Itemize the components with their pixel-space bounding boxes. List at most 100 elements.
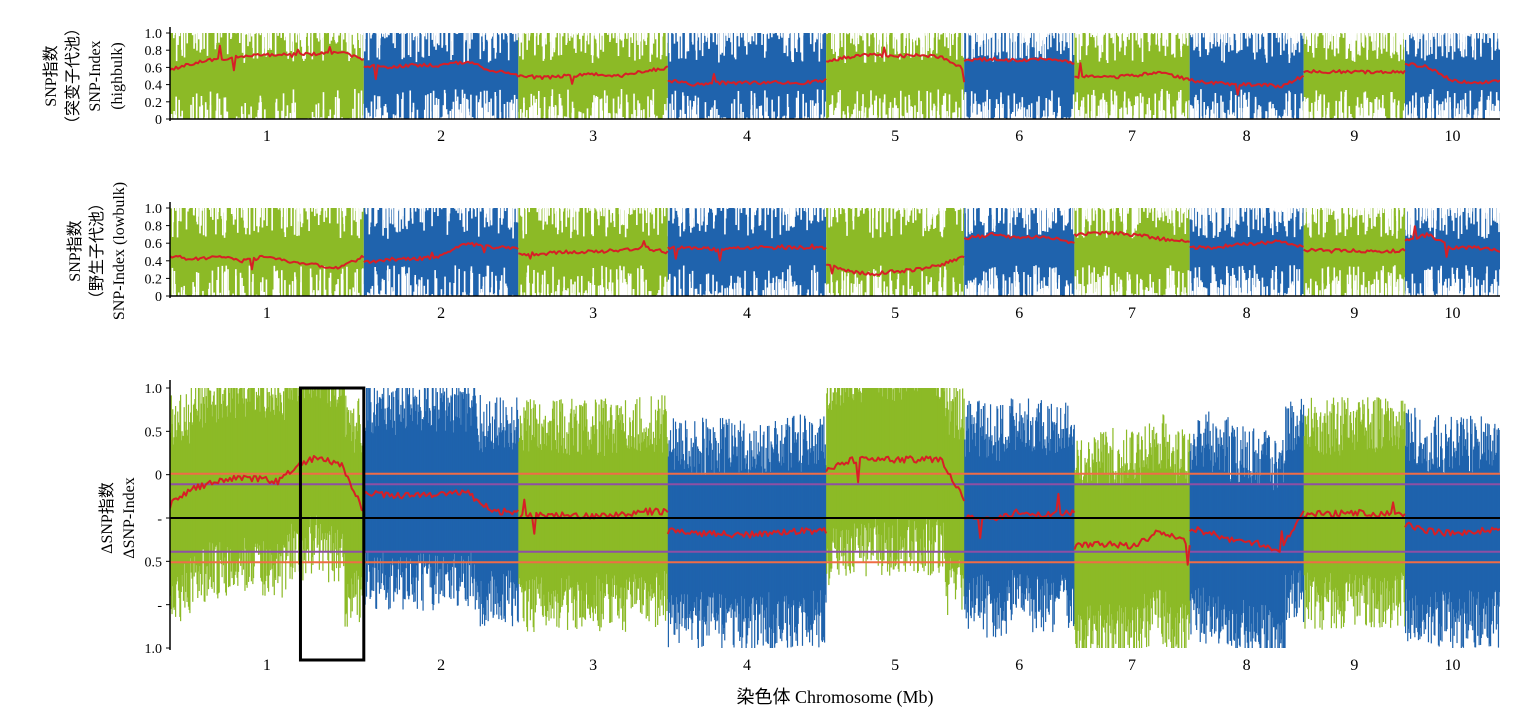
sparse-gap: [930, 277, 933, 296]
sparse-gap: [1027, 33, 1030, 49]
sparse-gap: [548, 106, 551, 119]
sparse-gap: [1010, 208, 1013, 237]
sparse-gap: [1335, 208, 1338, 236]
sparse-gap: [788, 208, 790, 231]
sparse-gap: [699, 33, 701, 51]
sparse-gap: [1279, 208, 1282, 211]
sparse-gap: [1315, 208, 1317, 224]
sparse-gap: [486, 33, 488, 40]
sparse-gap: [1302, 101, 1304, 119]
sparse-gap: [601, 33, 603, 36]
sparse-gap: [895, 105, 898, 119]
sparse-gap: [1026, 109, 1028, 119]
sparse-gap: [862, 33, 864, 41]
sparse-gap: [988, 33, 990, 40]
sparse-gap: [1160, 91, 1163, 119]
sparse-gap: [1295, 33, 1297, 50]
sparse-gap: [1437, 114, 1440, 119]
sparse-gap: [621, 282, 624, 296]
sparse-gap: [1087, 113, 1089, 119]
sparse-gap: [1496, 111, 1499, 119]
sparse-gap: [955, 291, 958, 296]
sparse-gap: [792, 33, 794, 63]
sparse-gap: [889, 270, 891, 296]
sparse-gap: [811, 208, 814, 221]
sparse-gap: [805, 102, 807, 119]
sparse-gap: [974, 208, 976, 221]
sparse-gap: [973, 285, 976, 296]
sparse-gap: [560, 208, 563, 221]
sparse-gap: [429, 93, 432, 119]
sparse-gap: [433, 33, 435, 45]
sparse-gap: [576, 208, 578, 211]
sparse-gap: [1014, 208, 1017, 225]
sparse-gap: [611, 291, 614, 296]
sparse-gap: [599, 99, 602, 119]
sparse-gap: [1341, 112, 1344, 119]
sparse-gap: [1200, 116, 1203, 119]
sparse-gap: [750, 208, 753, 230]
sparse-gap: [181, 110, 184, 119]
sparse-gap: [782, 208, 785, 226]
sparse-gap: [376, 33, 379, 58]
sparse-gap: [837, 293, 840, 296]
sparse-gap: [1348, 106, 1351, 119]
sparse-gap: [758, 208, 761, 226]
sparse-gap: [1304, 33, 1306, 45]
sparse-gap: [540, 292, 543, 296]
sparse-gap: [222, 208, 225, 213]
sparse-gap: [969, 208, 971, 235]
sparse-gap: [917, 208, 919, 210]
sparse-gap: [1169, 117, 1171, 119]
sparse-gap: [1314, 104, 1316, 119]
sparse-gap: [1180, 33, 1182, 50]
sparse-gap: [1092, 33, 1094, 35]
sparse-gap: [593, 284, 596, 296]
sparse-gap: [786, 115, 788, 119]
sparse-gap: [754, 290, 757, 296]
sparse-gap: [1214, 92, 1217, 119]
sparse-gap: [811, 270, 813, 296]
sparse-gap: [647, 96, 649, 119]
sparse-gap: [1436, 100, 1439, 119]
sparse-gap: [807, 117, 810, 119]
sparse-gap: [895, 208, 898, 212]
sparse-gap: [336, 208, 339, 224]
sparse-gap: [1072, 112, 1074, 119]
sparse-gap: [666, 33, 668, 43]
sparse-gap: [1216, 103, 1219, 119]
sparse-gap: [985, 272, 987, 296]
chromosome-2-index-line: [363, 60, 520, 81]
sparse-gap: [180, 116, 182, 119]
sparse-gap: [721, 33, 723, 43]
sparse-gap: [1466, 33, 1469, 36]
sparse-gap: [772, 277, 775, 296]
sparse-gap: [864, 292, 867, 296]
sparse-gap: [930, 291, 933, 296]
sparse-gap: [942, 208, 944, 230]
sparse-gap: [642, 269, 644, 296]
sparse-gap: [1192, 33, 1194, 35]
sparse-gap: [247, 33, 249, 47]
sparse-gap: [986, 33, 989, 56]
sparse-gap: [850, 33, 852, 44]
sparse-gap: [1120, 286, 1123, 296]
sparse-gap: [628, 33, 631, 57]
sparse-gap: [590, 208, 593, 209]
sparse-gap: [898, 208, 901, 211]
sparse-gap: [785, 289, 787, 296]
sparse-gap: [306, 208, 309, 220]
sparse-gap: [1380, 270, 1383, 296]
sparse-gap: [934, 208, 937, 228]
sparse-gap: [180, 208, 182, 222]
sparse-gap: [1324, 208, 1326, 233]
sparse-gap: [766, 33, 768, 35]
sparse-gap: [1350, 208, 1353, 217]
sparse-gap: [1350, 288, 1352, 296]
sparse-gap: [752, 33, 755, 42]
sparse-gap: [1156, 208, 1158, 211]
sparse-gap: [739, 292, 742, 296]
sparse-gap: [398, 274, 400, 296]
sparse-gap: [217, 266, 220, 296]
sparse-gap: [292, 89, 295, 119]
